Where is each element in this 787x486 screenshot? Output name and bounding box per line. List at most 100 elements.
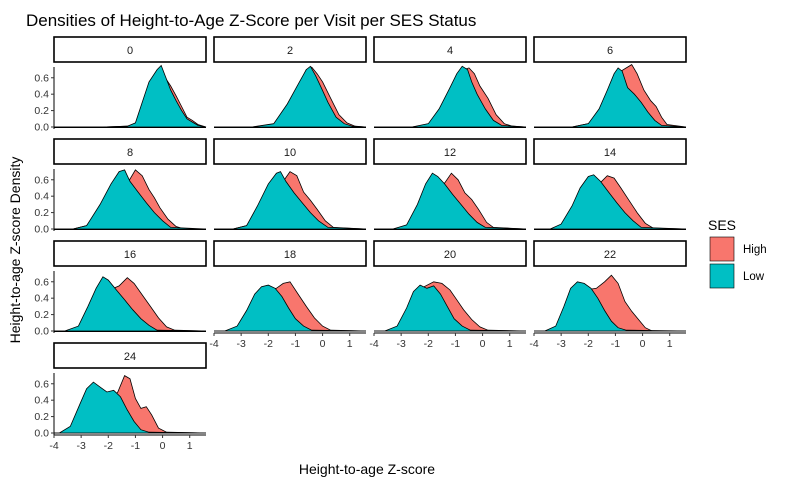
x-tick-label: -3: [76, 440, 85, 452]
x-tick-label: -3: [236, 338, 245, 350]
legend-label-low: Low: [743, 271, 765, 283]
density-area-low: [534, 281, 687, 332]
facet-strip: [373, 240, 527, 267]
density-area-low: [54, 169, 207, 230]
density-area-low: [214, 284, 367, 332]
facet-strip: [533, 240, 687, 267]
facet-strip: [213, 240, 367, 267]
y-tick-label: 0.6: [34, 378, 49, 390]
y-tick-label: 0.0: [34, 428, 49, 440]
density-area-low: [534, 174, 687, 230]
facet-panel-0: 0 0.0 0.2 0.4 0.6: [34, 36, 207, 134]
x-tick-label: 0: [160, 440, 166, 452]
facet-panels: 00.00.20.40.62 4 680.00.20.40.610 12 14160.0…: [34, 36, 687, 452]
x-tick-label: -3: [556, 338, 565, 350]
x-tick-label: -2: [584, 338, 593, 350]
y-tick-label: 0.4: [34, 191, 49, 203]
facet-strip-label: 22: [604, 249, 616, 261]
density-area-low: [54, 64, 207, 128]
facet-strip-label: 14: [604, 147, 616, 159]
y-tick-label: 0.4: [34, 395, 49, 407]
facet-strip: [53, 240, 207, 267]
y-tick-label: 0.2: [34, 411, 49, 423]
facet-panel-2: 2: [213, 36, 367, 128]
x-tick-label: -4: [369, 338, 378, 350]
x-tick-label: 0: [640, 338, 646, 350]
y-tick-label: 0.0: [34, 224, 49, 236]
facet-strip: [53, 138, 207, 165]
x-tick-label: -2: [264, 338, 273, 350]
facet-strip: [533, 138, 687, 165]
y-tick-label: 0.6: [34, 276, 49, 288]
y-tick-label: 0.2: [34, 105, 49, 117]
x-tick-label: 0: [320, 338, 326, 350]
facet-strip-label: 12: [444, 147, 456, 159]
x-tick-label: 1: [507, 338, 513, 350]
facet-panel-22: 22 -4 -3 -2 -1 0 1: [529, 240, 687, 350]
x-tick-label: 0: [480, 338, 486, 350]
density-area-low: [374, 65, 527, 128]
x-tick-label: -2: [104, 440, 113, 452]
x-tick-label: -4: [49, 440, 58, 452]
x-axis-title: Height-to-age Z-score: [299, 461, 435, 477]
legend-label-high: High: [743, 244, 767, 256]
facet-strip: [53, 342, 207, 369]
facet-strip-label: 4: [447, 45, 453, 57]
facet-strip-label: 10: [284, 147, 296, 159]
facet-strip-label: 24: [124, 351, 136, 363]
x-tick-label: -4: [529, 338, 538, 350]
facet-strip-label: 2: [287, 45, 293, 57]
x-tick-label: -1: [611, 338, 620, 350]
facet-strip-label: 8: [127, 147, 133, 159]
density-area-low: [374, 284, 527, 332]
facet-panel-16: 16 0.0 0.2 0.4 0.6: [34, 240, 207, 338]
facet-strip-label: 6: [607, 45, 613, 57]
density-area-low: [534, 67, 687, 128]
facet-panel-14: 14: [533, 138, 687, 230]
facet-panel-4: 4: [373, 36, 527, 128]
y-tick-label: 0.6: [34, 72, 49, 84]
y-tick-label: 0.6: [34, 174, 49, 186]
facet-panel-12: 12: [373, 138, 527, 230]
facet-strip: [533, 36, 687, 63]
density-area-low: [54, 381, 207, 434]
density-area-low: [54, 276, 207, 332]
chart-title: Densities of Height-to-Age Z-Score per V…: [26, 11, 476, 30]
legend: SES High Low: [708, 217, 767, 289]
x-tick-label: -2: [424, 338, 433, 350]
x-tick-label: -1: [291, 338, 300, 350]
facet-panel-6: 6: [533, 36, 687, 128]
density-area-low: [214, 171, 367, 230]
facet-strip-label: 0: [127, 45, 133, 57]
density-area-low: [374, 172, 527, 230]
facet-strip: [373, 36, 527, 63]
x-tick-label: -3: [396, 338, 405, 350]
facet-panel-8: 8 0.0 0.2 0.4 0.6: [34, 138, 207, 236]
facet-strip: [53, 36, 207, 63]
x-tick-label: 1: [347, 338, 353, 350]
legend-title: SES: [708, 217, 736, 233]
y-tick-label: 0.4: [34, 89, 49, 101]
facet-strip-label: 18: [284, 249, 296, 261]
legend-swatch-high: [709, 236, 735, 262]
y-tick-label: 0.2: [34, 309, 49, 321]
facet-strip: [213, 138, 367, 165]
facet-strip-label: 20: [444, 249, 456, 261]
y-tick-label: 0.4: [34, 293, 49, 305]
y-tick-label: 0.0: [34, 122, 49, 134]
facet-panel-10: 10: [213, 138, 367, 230]
y-axis-title: Height-to-age Z-score Density: [7, 157, 23, 344]
legend-swatch-low: [709, 263, 735, 289]
x-tick-label: 1: [667, 338, 673, 350]
facet-strip: [373, 138, 527, 165]
x-tick-label: -1: [131, 440, 140, 452]
facet-panel-18: 18 -4 -3 -2 -1 0 1: [209, 240, 367, 350]
x-tick-label: 1: [187, 440, 193, 452]
density-area-low: [214, 65, 367, 128]
facet-strip: [213, 36, 367, 63]
facet-panel-24: 24 0.0 0.2 0.4 0.6 -4 -3 -2 -1 0 1: [34, 342, 207, 452]
y-tick-label: 0.0: [34, 326, 49, 338]
x-tick-label: -4: [209, 338, 218, 350]
x-tick-label: -1: [451, 338, 460, 350]
